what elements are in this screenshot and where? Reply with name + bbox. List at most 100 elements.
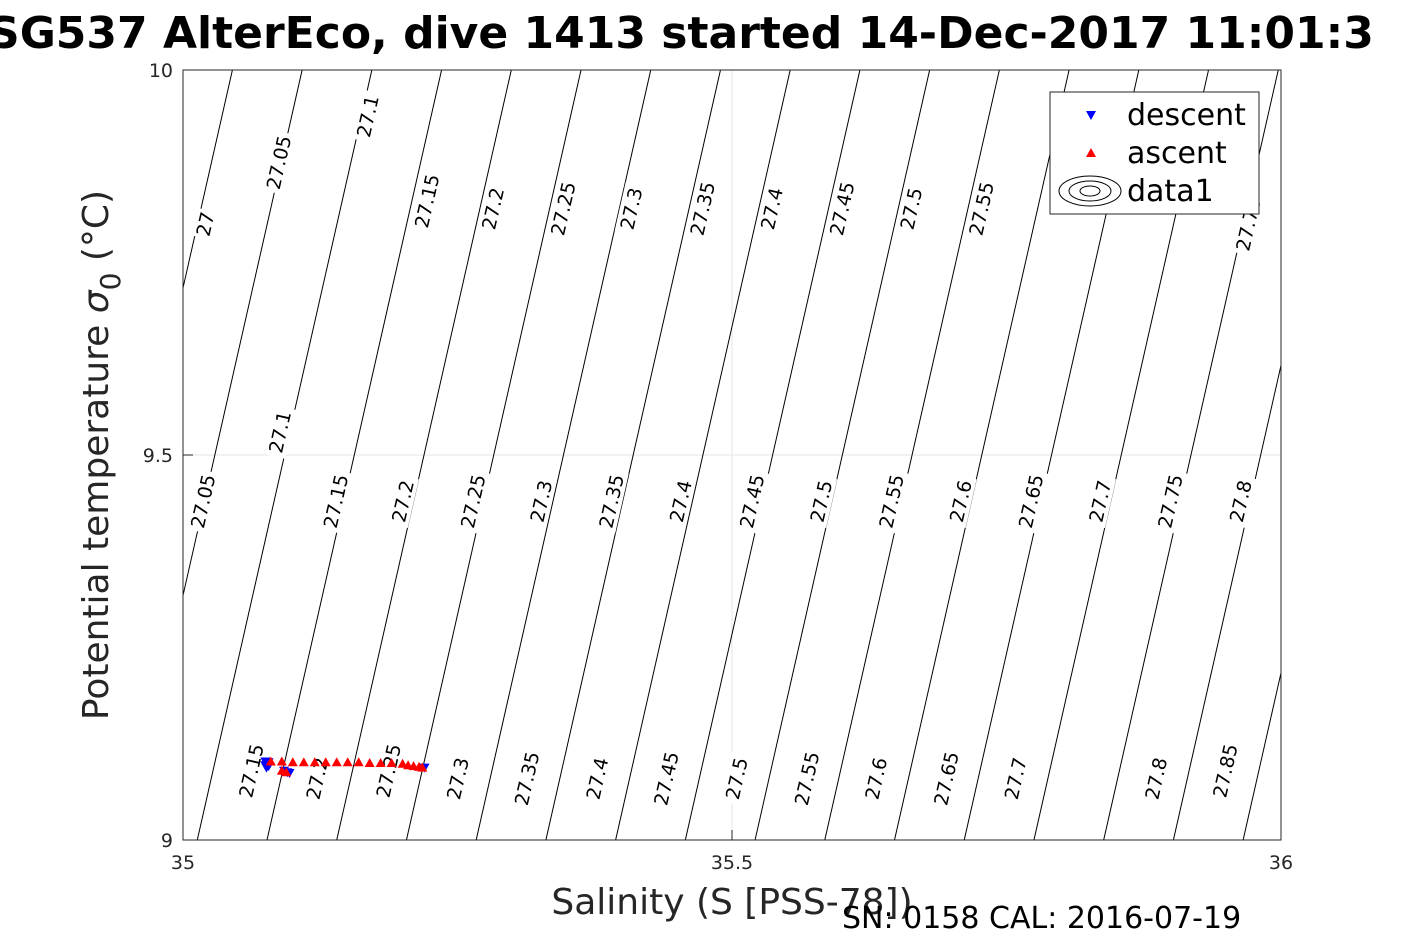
contour-label-bg <box>580 751 614 806</box>
ascent-point-10 <box>375 758 386 767</box>
contour-label-bg <box>476 181 509 236</box>
x-tick-label-1: 35.5 <box>711 852 753 874</box>
ascent-point-3 <box>298 757 309 767</box>
contour-label-bg <box>593 469 629 534</box>
contour-label-bg <box>789 746 825 811</box>
y-axis-label-unit: (°C) <box>76 190 117 273</box>
ascent-point-2 <box>287 757 298 767</box>
y-tick-label-1: 9.5 <box>143 445 173 467</box>
contour-label-bg <box>185 469 221 534</box>
isopycnal-line-6 <box>405 69 582 841</box>
legend-marker-data1 <box>1058 175 1122 207</box>
contour-label-bg <box>894 181 928 236</box>
contour-label-bg <box>441 751 474 806</box>
ascent-point-8 <box>353 757 364 767</box>
y-axis-label-subscript: 0 <box>94 273 127 291</box>
contour-label-bg <box>409 168 445 234</box>
contour-label-bg <box>873 469 909 534</box>
contour-label-text: 27 <box>193 210 220 238</box>
contour-label-bg <box>509 746 545 811</box>
isopycnal-line-10 <box>684 69 861 841</box>
contour-label-bg <box>614 181 648 236</box>
x-tick-label-2: 36 <box>1269 852 1293 874</box>
isopycnal-line-8 <box>545 69 721 841</box>
y-axis-label: Potential temperature σ0 (°C) <box>76 190 127 720</box>
legend: descent ascent data1 <box>1049 91 1260 215</box>
contour-label-bg <box>545 176 581 241</box>
contour-label-28: 27.8 <box>1224 474 1257 529</box>
ascent-point-16 <box>417 762 428 772</box>
calibration-footer: SN: 0158 CAL: 2016-07-19 <box>842 901 1241 936</box>
contour-label-bg <box>351 89 384 144</box>
y-tick-label-0: 9 <box>161 830 173 852</box>
y-tick-label-2: 10 <box>149 60 173 82</box>
isopycnal-line-9 <box>615 69 791 841</box>
isopycnal-line-11 <box>754 69 931 841</box>
contour-label-bg <box>1152 469 1188 534</box>
contour-label-bg <box>1013 469 1049 534</box>
isopycnal-line-7 <box>475 69 652 841</box>
contour-label-bg <box>1224 474 1257 529</box>
contour-label-bg <box>664 474 697 529</box>
legend-label-data1: data1 <box>1127 174 1214 209</box>
contour-label-bg <box>804 474 838 529</box>
contour-label-bg <box>263 405 296 459</box>
contour-label-bg <box>734 469 770 534</box>
ascent-point-9 <box>364 758 375 767</box>
contour-label-bg <box>524 474 558 529</box>
legend-box <box>1049 91 1260 215</box>
contour-label-bg <box>455 469 491 534</box>
contour-label-bg <box>859 751 893 806</box>
series-ascent <box>265 756 428 777</box>
grid <box>183 70 1281 840</box>
ascent-point-4 <box>309 757 320 767</box>
ascent-point-12 <box>397 758 408 768</box>
ascent-point-11 <box>386 758 397 767</box>
isopycnal-line-17 <box>1172 365 1282 841</box>
contour-label-bg <box>370 738 406 803</box>
legend-label-descent: descent <box>1127 98 1246 133</box>
y-axis-label-main: Potential temperature <box>76 313 117 720</box>
contour-label-bg <box>233 738 269 803</box>
ascent-point-0 <box>265 756 276 766</box>
contour-label-bg <box>318 469 354 534</box>
contour-label-bg <box>191 207 219 241</box>
contour-label-bg <box>944 474 977 529</box>
isopycnal-line-5 <box>336 69 512 841</box>
contour-label-bg <box>1083 474 1117 529</box>
legend-marker-descent <box>1086 111 1096 120</box>
isopycnal-line-4 <box>266 69 443 841</box>
contour-label-bg <box>999 751 1032 806</box>
axis-ticks: 35 35.5 36 9 9.5 10 <box>143 60 1293 874</box>
isopycnal-contours <box>182 69 1282 841</box>
data-series <box>260 756 430 779</box>
contour-label-bg <box>1207 738 1243 803</box>
isopycnal-line-18 <box>1242 672 1282 841</box>
ascent-point-7 <box>342 757 353 767</box>
contour-label-bg <box>963 176 999 241</box>
ascent-point-6 <box>331 757 342 767</box>
legend-marker-ascent <box>1086 148 1096 157</box>
contour-label-bg <box>1139 751 1173 806</box>
contour-label-bg <box>261 130 296 195</box>
legend-label-ascent: ascent <box>1127 136 1227 171</box>
contour-label-0: 27 <box>191 207 220 241</box>
isopycnal-line-12 <box>824 69 1000 841</box>
ascent-point-18 <box>281 767 292 777</box>
ascent-point-5 <box>320 757 331 767</box>
x-axis-label: Salinity (S [PSS-78]) <box>551 882 912 923</box>
contour-label-bg <box>648 746 684 811</box>
contour-label-bg <box>386 474 419 529</box>
contour-label-bg <box>684 176 720 241</box>
contour-label-bg <box>824 176 860 241</box>
isopycnal-line-13 <box>894 69 1070 841</box>
contour-label-bg <box>755 181 788 236</box>
isopycnal-line-1 <box>182 69 233 289</box>
contour-label-bg <box>928 746 964 811</box>
ascent-point-1 <box>276 756 287 766</box>
contour-label-bg <box>720 751 753 806</box>
chart-title: SG537 AlterEco, dive 1413 started 14-Dec… <box>0 8 1374 59</box>
x-tick-label-0: 35 <box>171 852 195 874</box>
y-axis-label-sigma: σ <box>76 289 117 313</box>
